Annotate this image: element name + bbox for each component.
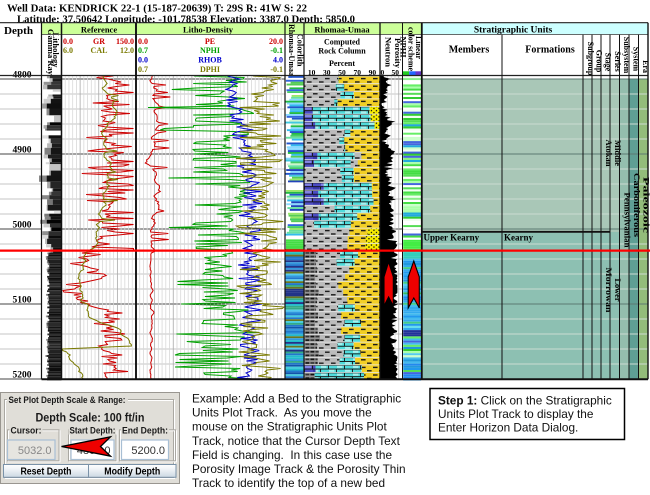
svg-text:90: 90 — [369, 68, 377, 77]
svg-text:Middle: Middle — [613, 140, 623, 166]
svg-text:Upper Kearny: Upper Kearny — [424, 233, 480, 243]
svg-text:0: 0 — [381, 68, 385, 77]
svg-text:4900: 4900 — [13, 146, 32, 156]
svg-text:Paleozoic: Paleozoic — [641, 177, 650, 233]
svg-text:Rock Column: Rock Column — [318, 47, 366, 56]
svg-text:Rhomaa-Umaa: Rhomaa-Umaa — [287, 24, 296, 76]
svg-text:Set Plot Depth Scale & Range:: Set Plot Depth Scale & Range: — [9, 395, 126, 406]
svg-text:Kearny: Kearny — [504, 233, 533, 243]
svg-text:-0.1: -0.1 — [270, 46, 283, 55]
svg-text:Modify Depth: Modify Depth — [104, 466, 160, 477]
svg-text:Subgroup: Subgroup — [586, 42, 595, 76]
svg-text:Units Plot Track to display th: Units Plot Track to display the — [438, 407, 594, 421]
svg-text:Subsystem: Subsystem — [622, 37, 631, 74]
svg-text:Units Plot Track. As you move: Units Plot Track. As you move the — [192, 406, 372, 420]
svg-text:DPHI: DPHI — [200, 65, 220, 74]
svg-text:20.0: 20.0 — [269, 37, 283, 46]
svg-text:Well Data: KENDRICK 22-1 (15-1: Well Data: KENDRICK 22-1 (15-187-20639) … — [7, 3, 307, 15]
svg-text:70: 70 — [353, 68, 361, 77]
svg-text:0.0: 0.0 — [138, 56, 148, 65]
svg-text:Lower: Lower — [613, 279, 623, 302]
svg-text:6.0: 6.0 — [63, 46, 73, 55]
svg-text:150.0: 150.0 — [116, 37, 134, 46]
svg-text:NPHI: NPHI — [200, 46, 220, 55]
svg-text:RHOB: RHOB — [198, 56, 222, 65]
svg-text:Reference: Reference — [81, 24, 117, 34]
svg-text:Pennsylvanian: Pennsylvanian — [622, 193, 631, 249]
svg-text:Formations: Formations — [525, 45, 575, 56]
svg-text:Depth Scale: 100 ft/in: Depth Scale: 100 ft/in — [36, 413, 145, 425]
svg-text:30: 30 — [323, 68, 331, 77]
svg-text:Lithology: Lithology — [51, 33, 61, 69]
svg-text:Morrowan: Morrowan — [604, 268, 614, 313]
svg-text:CAL: CAL — [91, 46, 108, 55]
svg-text:Carboniferous: Carboniferous — [632, 173, 641, 237]
svg-text:GR: GR — [93, 37, 105, 46]
svg-text:Reset Depth: Reset Depth — [21, 466, 72, 477]
svg-text:color scheme: color scheme — [407, 27, 416, 72]
svg-text:Atokan: Atokan — [604, 140, 614, 167]
svg-text:Enter Horizon Data Dialog.: Enter Horizon Data Dialog. — [438, 421, 578, 435]
svg-text:Neutron: Neutron — [384, 37, 394, 67]
svg-text:Example: Add a Bed to the Stra: Example: Add a Bed to the Stratigraphic — [192, 392, 401, 406]
svg-text:50: 50 — [392, 68, 400, 77]
svg-text:0.7: 0.7 — [138, 46, 148, 55]
svg-text:0.7: 0.7 — [138, 65, 148, 74]
svg-text:50: 50 — [338, 68, 346, 77]
svg-text:0.0: 0.0 — [63, 37, 73, 46]
svg-text:Cursor:: Cursor: — [11, 426, 42, 437]
svg-text:Start Depth:: Start Depth: — [70, 426, 116, 437]
svg-text:Depth: Depth — [4, 26, 33, 37]
svg-text:0.0: 0.0 — [138, 37, 148, 46]
svg-text:Computed: Computed — [324, 38, 361, 47]
svg-text:Porosity: Porosity — [393, 38, 403, 69]
svg-text:Stratigraphic Units: Stratigraphic Units — [474, 26, 553, 36]
svg-text:mouse on the Stratigraphic Uni: mouse on the Stratigraphic Units Plot — [192, 420, 387, 434]
svg-text:Series: Series — [613, 51, 622, 71]
svg-text:PE: PE — [205, 37, 215, 46]
svg-text:Era: Era — [641, 60, 650, 73]
svg-text:5100: 5100 — [13, 296, 32, 306]
svg-text:System: System — [632, 47, 641, 72]
svg-text:NPHI: NPHI — [398, 36, 408, 58]
svg-text:5200: 5200 — [13, 371, 32, 381]
svg-text:Track to identify the top of a: Track to identify the top of a new bed — [192, 476, 385, 490]
svg-text:Stage: Stage — [604, 53, 613, 72]
svg-text:Colorlith: Colorlith — [296, 33, 306, 66]
svg-text:Gamma Ray: Gamma Ray — [46, 29, 56, 76]
svg-text:5200.0: 5200.0 — [131, 445, 165, 457]
svg-text:12.0: 12.0 — [120, 46, 134, 55]
svg-text:Litho-Density: Litho-Density — [183, 24, 234, 34]
svg-text:Linear: Linear — [414, 36, 423, 60]
svg-text:Porosity Image Track & the Por: Porosity Image Track & the Porosity Thin — [192, 462, 406, 476]
svg-text:Rhomaa-Umaa: Rhomaa-Umaa — [314, 24, 370, 34]
svg-text:Percent: Percent — [329, 59, 355, 68]
svg-text:4.0: 4.0 — [273, 56, 283, 65]
svg-text:10: 10 — [308, 68, 316, 77]
svg-text:-0.1: -0.1 — [270, 65, 283, 74]
svg-text:5032.0: 5032.0 — [18, 445, 52, 457]
svg-text:Group: Group — [595, 50, 604, 73]
svg-text:End Depth:: End Depth: — [122, 426, 168, 437]
svg-text:5000: 5000 — [13, 221, 32, 231]
svg-text:Members: Members — [449, 45, 490, 56]
svg-text:Track, notice that the Cursor: Track, notice that the Cursor Depth Text — [192, 434, 401, 448]
svg-text:Step 1: Click on the Stratigra: Step 1: Click on the Stratigraphic — [438, 394, 612, 408]
svg-text:Field is changing. In this ca: Field is changing. In this case use the — [192, 448, 392, 462]
